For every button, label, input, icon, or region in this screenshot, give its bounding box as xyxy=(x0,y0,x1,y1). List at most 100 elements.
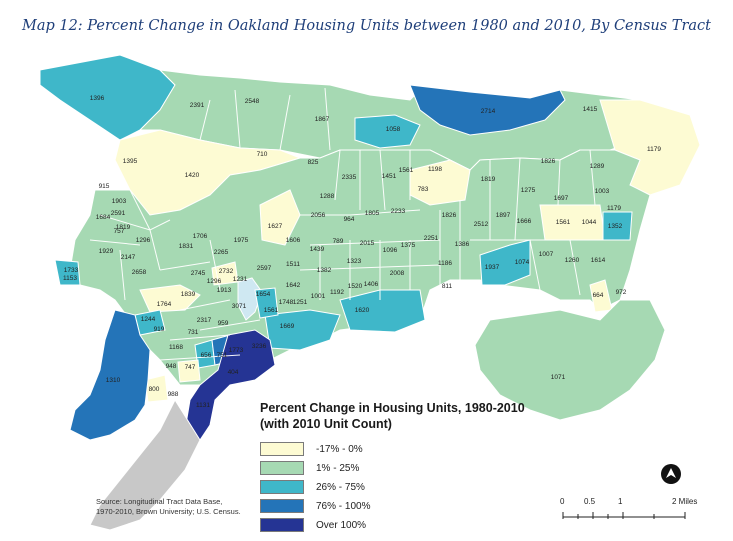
scale-label-2-miles: 2 Miles xyxy=(672,497,698,506)
tract-region-800[interactable] xyxy=(144,374,169,403)
tract-region-1733[interactable] xyxy=(54,259,81,286)
tract-region-747[interactable] xyxy=(177,359,201,383)
tract-region-over100[interactable] xyxy=(184,329,276,441)
tract-label: 1186 xyxy=(438,260,452,267)
scale-label-0-5: 0.5 xyxy=(584,497,596,506)
tract-region-1669[interactable] xyxy=(264,309,341,351)
legend-item: 1% - 25% xyxy=(260,459,530,477)
tract-label: 3236 xyxy=(252,343,267,350)
tract-label: 1375 xyxy=(401,242,416,249)
tract-label: 1251 xyxy=(293,299,308,306)
tract-label: 2265 xyxy=(214,249,229,256)
tract-region-1310[interactable] xyxy=(69,309,151,441)
tract-label: 731 xyxy=(188,329,199,336)
tract-label: 1396 xyxy=(90,95,105,102)
legend-label: 26% - 75% xyxy=(316,481,365,493)
tract-label: 1748 xyxy=(279,299,294,306)
tract-region-1058[interactable] xyxy=(354,114,421,149)
tract-label: 2335 xyxy=(342,174,357,181)
lake-merritt xyxy=(237,277,263,321)
tract-label: 404 xyxy=(228,369,239,376)
tract-label: 1096 xyxy=(383,247,398,254)
tract-label: 1826 xyxy=(442,212,457,219)
tract-label: 1406 xyxy=(364,281,379,288)
legend-title: Percent Change in Housing Units, 1980-20… xyxy=(260,400,530,432)
tract-region-1627[interactable] xyxy=(259,189,301,246)
tract-region-1071[interactable] xyxy=(474,299,666,421)
tract-label: 2732 xyxy=(219,268,234,275)
legend-swatch xyxy=(260,518,304,532)
tract-region-1352[interactable] xyxy=(602,211,633,241)
legend: Percent Change in Housing Units, 1980-20… xyxy=(260,400,530,535)
tract-label: 2597 xyxy=(257,265,272,272)
north-arrow-icon xyxy=(660,463,682,485)
tract-label: 825 xyxy=(308,159,319,166)
tract-label: 1074 xyxy=(515,259,530,266)
tract-region-1764[interactable] xyxy=(139,284,201,313)
tract-region-1937-1074[interactable] xyxy=(479,239,531,286)
legend-swatch xyxy=(260,480,304,494)
legend-items: -17% - 0% 1% - 25% 26% - 75% 76% - 100% … xyxy=(260,440,530,534)
tract-label: 1275 xyxy=(521,187,536,194)
tract-label: 2147 xyxy=(121,254,136,261)
tract-label: 2391 xyxy=(190,102,205,109)
tract-label: 1007 xyxy=(539,251,554,258)
tract-label: 664 xyxy=(593,292,604,299)
tract-label: 1296 xyxy=(207,278,222,285)
tract-label: 1451 xyxy=(382,173,397,180)
tract-label: 1415 xyxy=(583,106,598,113)
tract-label: 1071 xyxy=(551,374,566,381)
tract-label: 1179 xyxy=(647,146,661,153)
scale-label-0: 0 xyxy=(560,497,565,506)
tract-label: 959 xyxy=(218,320,229,327)
tract-label: 915 xyxy=(99,183,110,190)
alameda-island xyxy=(89,398,201,531)
tract-label: 2015 xyxy=(360,240,375,247)
tract-label: 1198 xyxy=(428,166,442,173)
tract-label: 972 xyxy=(616,289,627,296)
tract-label: 1614 xyxy=(591,257,606,264)
legend-item: 26% - 75% xyxy=(260,478,530,496)
tract-region-1620[interactable] xyxy=(339,289,426,333)
tract-label: 800 xyxy=(149,386,160,393)
tract-label: 1323 xyxy=(347,258,362,265)
tract-label: 1168 xyxy=(169,344,183,351)
tract-label: 1179 xyxy=(607,205,621,212)
tract-label: 1382 xyxy=(317,267,332,274)
tract-label: 1296 xyxy=(136,237,151,244)
tract-region-1654[interactable] xyxy=(254,287,279,319)
tract-region-2714[interactable] xyxy=(409,84,566,136)
tract-label: 1706 xyxy=(193,233,208,240)
tract-label: 1697 xyxy=(554,195,569,202)
tract-label: 1620 xyxy=(355,307,370,314)
tract-label: 1231 xyxy=(233,276,248,283)
tract-label: 1733 xyxy=(64,267,79,274)
tract-label: 1520 xyxy=(348,283,363,290)
tract-label: 710 xyxy=(257,151,268,158)
tract-label: 2056 xyxy=(311,212,326,219)
tract-label: 1561 xyxy=(264,307,279,314)
tract-label: 1684 xyxy=(96,214,111,221)
tract-label: 656 xyxy=(201,352,212,359)
tract-label: 964 xyxy=(344,216,355,223)
tract-label: 2317 xyxy=(197,317,212,324)
tract-label: 783 xyxy=(418,186,429,193)
tract-label: 1773 xyxy=(229,347,244,354)
tract-label: 1289 xyxy=(590,163,605,170)
map-title: Map 12: Percent Change in Oakland Housin… xyxy=(21,18,712,34)
legend-item: 76% - 100% xyxy=(260,497,530,515)
tract-label: 1310 xyxy=(106,377,121,384)
tract-label: 1606 xyxy=(286,237,301,244)
legend-swatch xyxy=(260,442,304,456)
tract-label: 1805 xyxy=(365,210,380,217)
tract-label: 1897 xyxy=(496,212,511,219)
legend-label: -17% - 0% xyxy=(316,443,363,455)
tract-label: 1153 xyxy=(63,275,77,282)
tract-label: 1352 xyxy=(608,223,623,230)
tract-label: 1937 xyxy=(485,264,500,271)
legend-item: Over 100% xyxy=(260,516,530,534)
scale-bar: 0 0.5 1 2 Miles xyxy=(560,497,700,527)
tract-label: 1386 xyxy=(455,241,470,248)
tract-label: 2745 xyxy=(191,270,206,277)
